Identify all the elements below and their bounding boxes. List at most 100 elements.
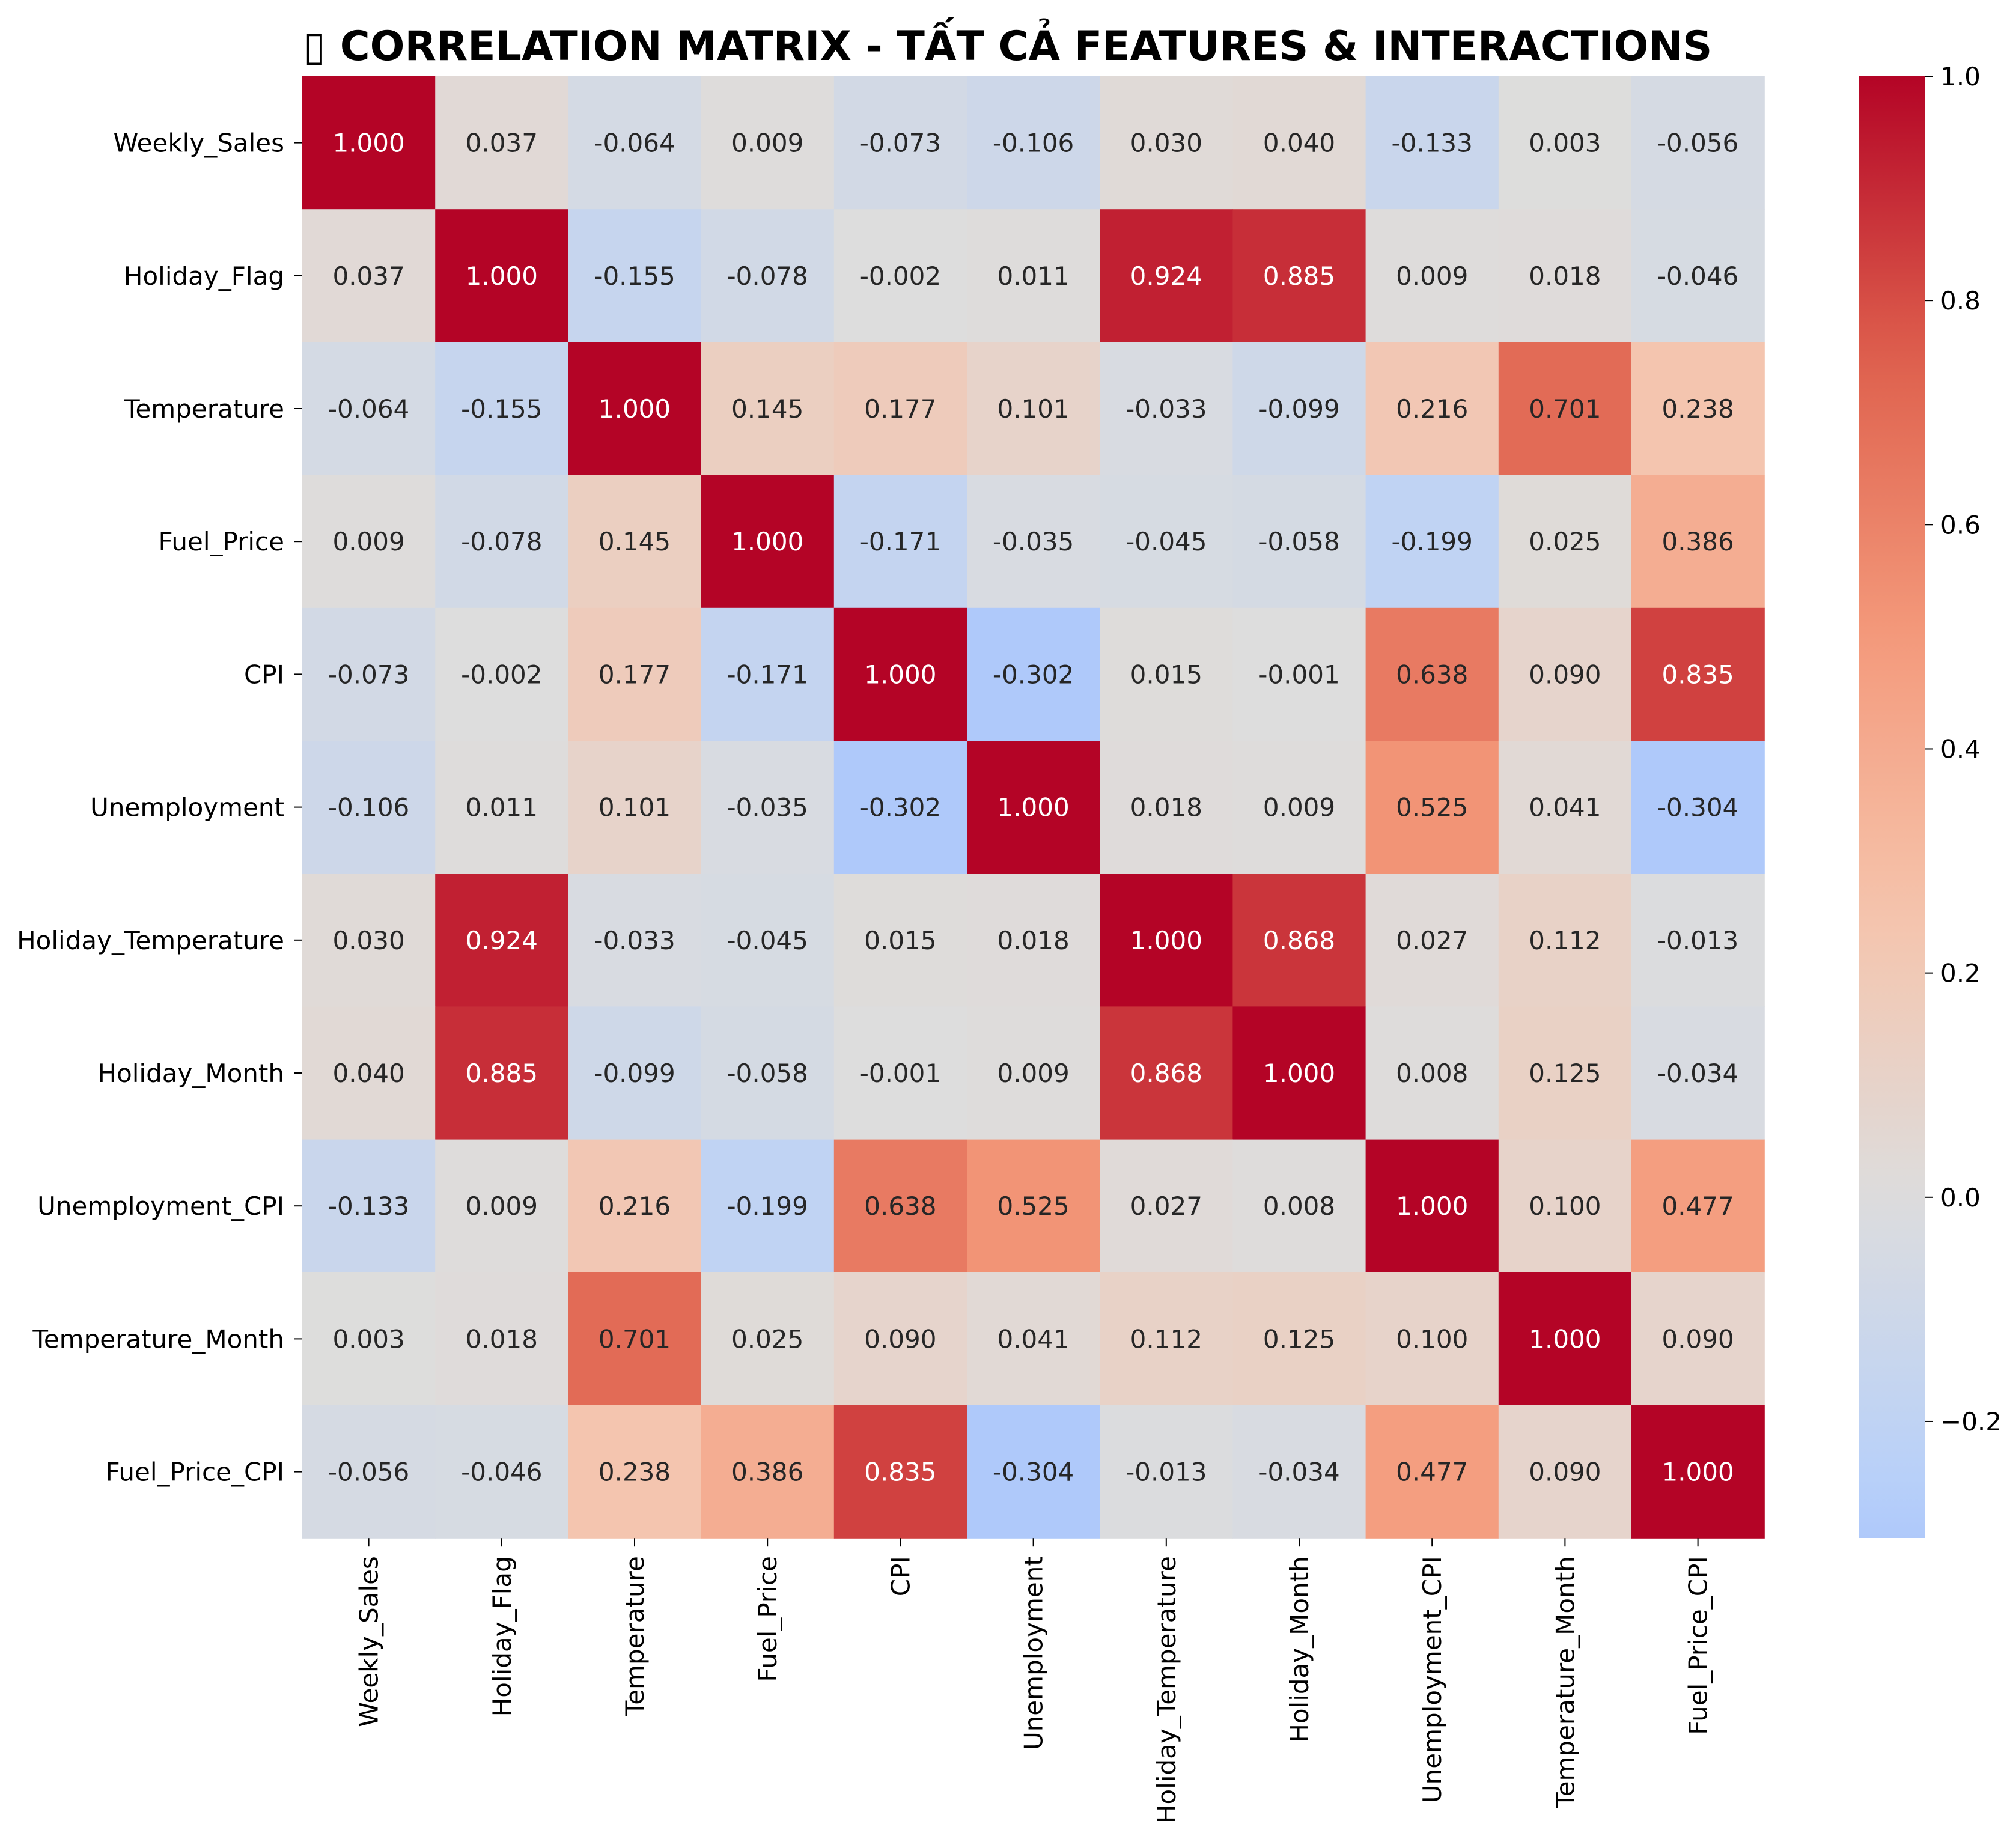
heatmap-cell (967, 1405, 1100, 1539)
heatmap-cell (1100, 1405, 1233, 1539)
heatmap-cell (1232, 1272, 1366, 1406)
heatmap-cell (1232, 342, 1366, 476)
cell-value-label: 0.868 (1130, 1059, 1202, 1088)
heatmap-cell (1232, 874, 1366, 1007)
heatmap-cell (1498, 76, 1632, 210)
cell-value-label: 0.100 (1529, 1191, 1601, 1221)
heatmap-cell (967, 1139, 1100, 1273)
heatmap-cell (1232, 1006, 1366, 1140)
heatmap-cell (1498, 1405, 1632, 1539)
cell-value-label: 1.000 (332, 129, 404, 158)
x-tick-labels: Weekly_Sales Holiday_Flag Temperature Fuel_… (355, 1538, 1713, 1823)
heatmap-cell (302, 342, 436, 476)
heatmap-cell (568, 342, 702, 476)
cell-value-label: 0.145 (731, 394, 803, 424)
heatmap-cell (833, 1139, 967, 1273)
cell-value-label: -0.099 (594, 1059, 675, 1088)
heatmap-cell (1232, 1405, 1366, 1539)
cell-value-label: -0.078 (461, 527, 542, 556)
cell-value-label: 1.000 (997, 793, 1069, 822)
heatmap-cell (833, 209, 967, 342)
heatmap-cell (435, 475, 568, 609)
y-tick-label: Weekly_Sales (114, 129, 284, 158)
heatmap-cell (1631, 342, 1765, 476)
heatmap-cell (701, 475, 835, 609)
heatmap-cell (1100, 209, 1233, 342)
heatmap-cell (833, 1006, 967, 1140)
cell-value-label: 0.216 (598, 1191, 671, 1221)
heatmap-cell (967, 209, 1100, 342)
cell-value-label: 0.011 (466, 793, 538, 822)
cell-value-label: 0.003 (1529, 129, 1601, 158)
cell-value-label: 0.090 (1529, 660, 1601, 689)
heatmap-cell (701, 1272, 835, 1406)
x-tick-label: Weekly_Sales (355, 1556, 384, 1727)
cell-value-label: 0.885 (466, 1059, 538, 1088)
cell-value-label: -0.073 (328, 660, 409, 689)
heatmap-cell (1365, 607, 1499, 741)
heatmap-cell (1498, 209, 1632, 342)
cell-value-label: 0.018 (997, 926, 1069, 955)
cell-value-label: -0.056 (1657, 129, 1738, 158)
cell-value-label: 1.000 (466, 261, 538, 291)
cell-value-label: 0.100 (1396, 1324, 1468, 1354)
heatmap-cell (701, 342, 835, 476)
y-tick-label: Holiday_Month (97, 1059, 284, 1088)
x-tick-label: Unemployment_CPI (1418, 1556, 1447, 1803)
cell-value-label: 0.037 (466, 129, 538, 158)
cell-value-label: 0.018 (1529, 261, 1601, 291)
heatmap-cell (435, 1139, 568, 1273)
cell-value-label: 0.525 (997, 1191, 1069, 1221)
cell-value-label: 0.835 (1661, 660, 1734, 689)
cell-value-label: 0.638 (864, 1191, 936, 1221)
heatmap-cell (568, 1272, 702, 1406)
cell-value-label: 0.008 (1263, 1191, 1335, 1221)
heatmap-cell (1498, 1006, 1632, 1140)
colorbar-tick-label: 0.4 (1940, 734, 1981, 764)
y-tick-label: Holiday_Flag (124, 261, 284, 291)
cell-value-label: -0.064 (594, 129, 675, 158)
heatmap-cell (1232, 475, 1366, 609)
cell-value-label: 0.025 (1529, 527, 1601, 556)
cell-value-label: -0.064 (328, 394, 409, 424)
cell-value-label: -0.133 (1391, 129, 1472, 158)
cell-value-label: 0.924 (1130, 261, 1202, 291)
colorbar-tick-label: −0.2 (1940, 1407, 2002, 1436)
heatmap-cell (302, 1006, 436, 1140)
cell-value-label: 0.101 (997, 394, 1069, 424)
cell-value-label: -0.013 (1657, 926, 1738, 955)
cell-value-label: -0.002 (461, 660, 542, 689)
heatmap-cell (967, 741, 1100, 874)
cell-value-label: 1.000 (1263, 1059, 1335, 1088)
heatmap-cell (967, 76, 1100, 210)
heatmap-cell (701, 1405, 835, 1539)
heatmap-cell (1498, 1272, 1632, 1406)
cell-value-label: -0.034 (1657, 1059, 1738, 1088)
heatmap-cell (302, 1272, 436, 1406)
heatmap-cell (967, 1006, 1100, 1140)
cell-value-label: 0.015 (1130, 660, 1202, 689)
heatmap-cell (568, 1006, 702, 1140)
heatmap-cell (967, 1272, 1100, 1406)
heatmap-cell (435, 1272, 568, 1406)
cell-value-label: 0.177 (598, 660, 671, 689)
cell-value-label: -0.046 (1657, 261, 1738, 291)
heatmap-cell (701, 874, 835, 1007)
heatmap-cell (568, 741, 702, 874)
cell-value-label: 0.238 (1661, 394, 1734, 424)
cell-value-label: -0.045 (726, 926, 808, 955)
heatmap-cell (1232, 209, 1366, 342)
colorbar-tick-label: 0.8 (1940, 286, 1981, 315)
heatmap-cell (435, 1405, 568, 1539)
heatmap-cell (1100, 342, 1233, 476)
heatmap-cell (1631, 607, 1765, 741)
heatmap-cell (302, 1405, 436, 1539)
heatmap-cell (833, 741, 967, 874)
heatmap-cell (1631, 1405, 1765, 1539)
cell-value-label: -0.033 (594, 926, 675, 955)
cell-value-label: -0.033 (1125, 394, 1207, 424)
cell-value-label: 0.638 (1396, 660, 1468, 689)
cell-value-label: -0.078 (726, 261, 808, 291)
heatmap-cell (568, 76, 702, 210)
